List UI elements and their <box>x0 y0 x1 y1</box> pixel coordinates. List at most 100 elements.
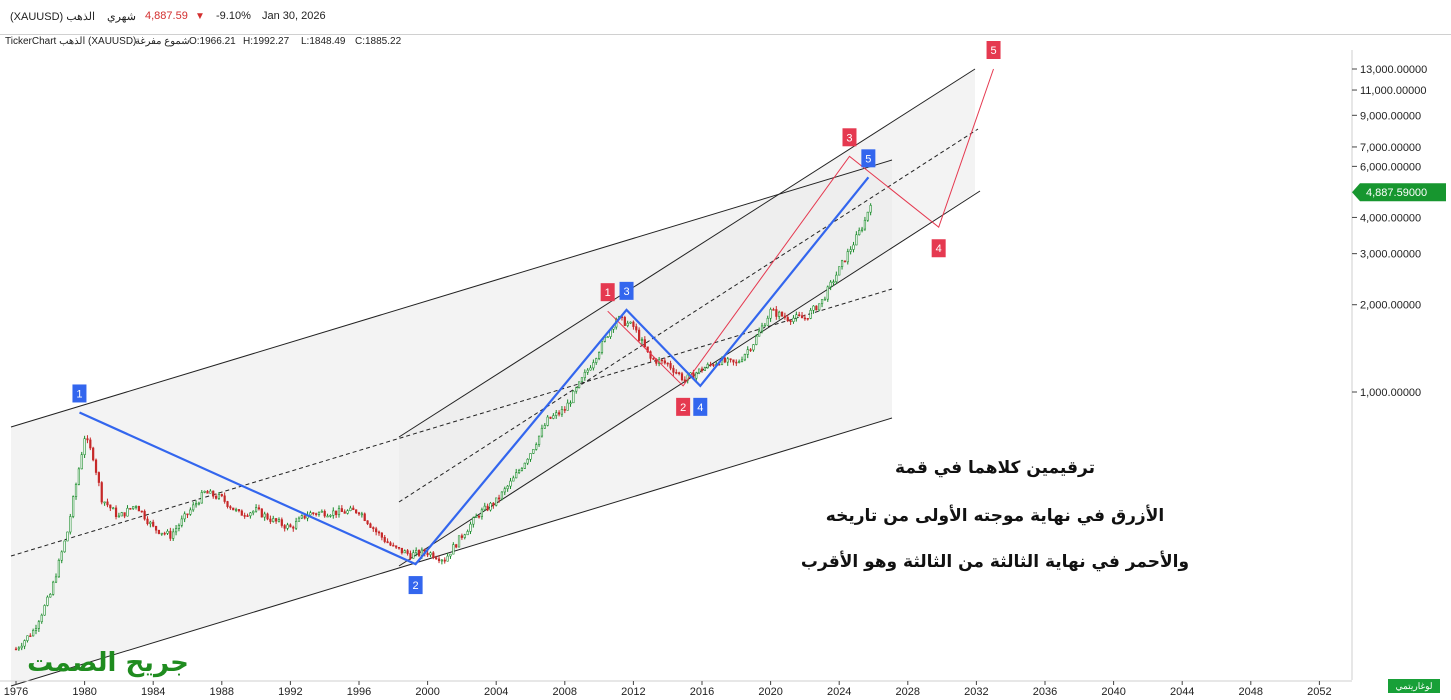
time-tick-label: 2012 <box>621 686 645 698</box>
candle-body <box>829 281 832 288</box>
date-label: Jan 30, 2026 <box>262 10 326 22</box>
candle-body <box>214 495 218 499</box>
inner-channel-mid <box>398 128 979 503</box>
candle-body <box>63 540 66 553</box>
candle-body <box>269 518 272 522</box>
candle-body <box>526 458 529 464</box>
candle-body <box>237 509 241 512</box>
time-tick-label: 1976 <box>4 686 28 698</box>
price-tick-label: 2,000.00000 <box>1360 300 1421 312</box>
last-price-label: 4,887.59000 <box>1366 187 1427 199</box>
candle-body <box>592 362 595 369</box>
candle-body <box>226 501 229 507</box>
candle-body <box>529 453 532 460</box>
candle-body <box>317 511 321 515</box>
candle-body <box>252 510 255 514</box>
candle-body <box>392 544 395 547</box>
candle-body <box>260 508 263 518</box>
candle-body <box>700 368 704 371</box>
candle-body <box>403 550 406 554</box>
candle-body <box>583 372 586 379</box>
candle-body <box>363 513 366 522</box>
candle-body <box>537 435 541 445</box>
candle-body <box>272 518 275 522</box>
blue-wave-label-box <box>408 576 423 595</box>
red-wave-label-5: 5 <box>990 45 996 57</box>
candle-body <box>483 505 486 511</box>
candle-body <box>100 482 103 503</box>
candle-body <box>546 416 549 426</box>
period-label[interactable]: شهري <box>107 11 136 23</box>
price-tick-label: 1,000.00000 <box>1360 387 1421 399</box>
price-axis[interactable]: 13,000.00000 11,000.00000 9,000.00000 7,000… <box>1352 64 1427 399</box>
candle-body <box>763 324 766 327</box>
candle-body <box>515 472 518 479</box>
candle-body <box>569 402 572 405</box>
candle-body <box>858 230 861 236</box>
author-signature: جريح الصمت <box>27 648 189 678</box>
candle-body <box>809 309 812 319</box>
candle-body <box>86 438 89 441</box>
candle-body <box>683 379 686 382</box>
candle-body <box>735 361 738 364</box>
ohlc-close: C:1885.22 <box>355 36 402 47</box>
candle-body <box>638 329 641 341</box>
time-tick-label: 2040 <box>1101 686 1125 698</box>
candle-body <box>800 315 804 319</box>
candle-body <box>789 320 792 323</box>
candle-body <box>712 364 715 366</box>
candle-body <box>220 493 223 497</box>
candle-body <box>675 372 678 374</box>
price-tick-label: 11,000.00000 <box>1360 85 1426 97</box>
last-price-tag <box>1352 183 1446 202</box>
candle-body <box>383 537 386 542</box>
candle-body <box>709 364 712 366</box>
time-axis[interactable]: 1976 1980 1984 1988 1992 1996 2000 2004 2008 2012… <box>4 681 1332 698</box>
candle-body <box>477 515 481 518</box>
candle-body <box>629 321 632 324</box>
candle-body <box>595 358 598 363</box>
candle-body <box>152 521 155 527</box>
candle-body <box>632 321 635 327</box>
candle-body <box>823 298 827 301</box>
time-tick-label: 2020 <box>758 686 782 698</box>
candle-body <box>580 377 584 383</box>
candle-body <box>200 492 203 504</box>
red-wave-label-box <box>600 283 615 302</box>
candle-body <box>103 501 106 504</box>
chart-style: شموع مفرغة <box>135 36 190 47</box>
candle-body <box>183 513 186 520</box>
candle-body <box>772 309 775 311</box>
symbol-name[interactable]: الذهب (XAUUSD) <box>10 11 96 23</box>
candle-body <box>512 477 515 482</box>
candle-body <box>729 358 732 361</box>
candle-body <box>835 274 838 283</box>
candle-body <box>97 472 100 483</box>
chart-header: الذهب (XAUUSD) شهري 4,887.59 ▼ -9.10% Ja… <box>0 0 1451 35</box>
candle-body <box>497 497 501 500</box>
candle-body <box>706 364 709 369</box>
candle-body <box>340 508 343 512</box>
time-tick-label: 1984 <box>141 686 165 698</box>
candle-body <box>623 317 626 326</box>
outer-channel-lower <box>10 417 893 687</box>
candle-body <box>266 513 269 520</box>
candle-body <box>369 523 372 528</box>
candle-body <box>626 322 629 326</box>
candle-body <box>286 524 289 529</box>
candle-body <box>815 305 818 311</box>
chart-title: TickerChart الذهب (XAUUSD) <box>5 36 137 47</box>
log-scale-button[interactable]: لوغاريتمي <box>1388 679 1440 693</box>
candle-body <box>26 635 29 641</box>
blue-wave-label-1: 1 <box>76 388 82 400</box>
candle-body <box>54 576 58 583</box>
candle-body <box>806 317 809 320</box>
price-candles <box>14 203 872 651</box>
candle-body <box>180 518 183 526</box>
candle-body <box>749 349 752 351</box>
candle-body <box>500 491 504 500</box>
annotation-line-1: ترقيمين كلاهما في قمة <box>895 458 1095 478</box>
candle-body <box>743 354 746 361</box>
candle-body <box>355 509 358 514</box>
